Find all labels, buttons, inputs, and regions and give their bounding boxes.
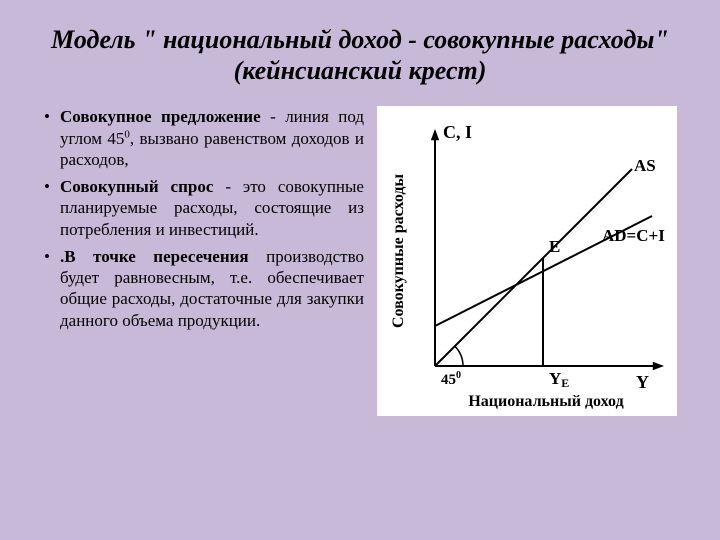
bullet-0: Совокупное предложение - линия под углом… xyxy=(44,106,364,170)
svg-text:Совокупные расходы: Совокупные расходы xyxy=(390,174,407,329)
svg-text:E: E xyxy=(549,237,560,256)
bullet-1-lead: Совокупный спрос xyxy=(60,177,225,196)
bullet-1: Совокупный спрос - это совокупные планир… xyxy=(44,176,364,240)
bullet-list: Совокупное предложение - линия под углом… xyxy=(40,106,364,337)
bullet-2: .В точке пересечения производство будет … xyxy=(44,246,364,331)
keynesian-cross-chart: C, I Y Совокупные расходы Национальный дохо… xyxy=(377,106,677,416)
bullet-2-lead: .В точке пересечения xyxy=(60,247,266,266)
svg-text:Y: Y xyxy=(636,372,649,392)
svg-text:AS: AS xyxy=(634,156,656,175)
svg-text:C, I: C, I xyxy=(443,122,472,142)
slide-title: Модель " национальный доход - совокупные… xyxy=(40,24,680,86)
svg-text:Национальный доход: Национальный доход xyxy=(468,393,623,410)
chart-container: C, I Y Совокупные расходы Национальный дохо… xyxy=(374,106,680,416)
bullet-0-lead: Совокупное предложение xyxy=(60,107,270,126)
content-row: Совокупное предложение - линия под углом… xyxy=(40,106,680,416)
svg-text:AD=C+I: AD=C+I xyxy=(602,226,665,245)
